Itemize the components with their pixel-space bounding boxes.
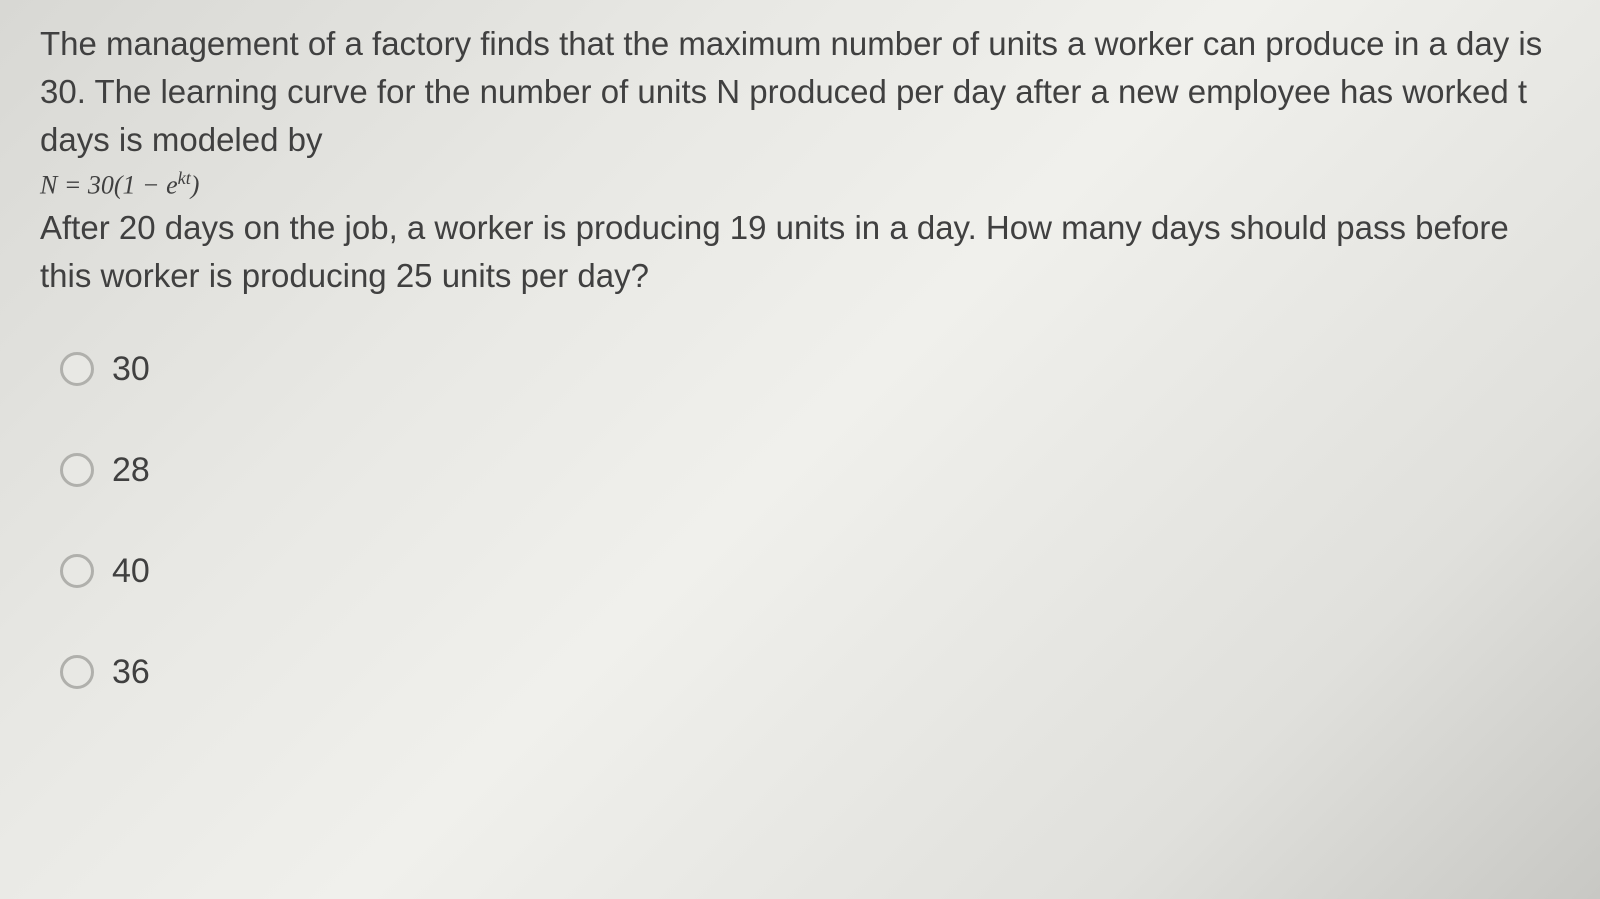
radio-icon[interactable] <box>60 655 94 689</box>
option-row[interactable]: 36 <box>60 653 1560 692</box>
radio-icon[interactable] <box>60 554 94 588</box>
question-paragraph-1: The management of a factory finds that t… <box>40 20 1560 164</box>
formula-exponent: kt <box>178 168 191 188</box>
question-formula: N = 30(1 − ekt) <box>40 168 1560 201</box>
option-label: 36 <box>112 653 150 692</box>
option-label: 30 <box>112 350 150 389</box>
option-row[interactable]: 30 <box>60 350 1560 389</box>
question-paragraph-2: After 20 days on the job, a worker is pr… <box>40 204 1560 300</box>
formula-body: = 30(1 − e <box>57 170 177 199</box>
option-row[interactable]: 40 <box>60 552 1560 591</box>
option-label: 40 <box>112 552 150 591</box>
answer-options: 30 28 40 36 <box>40 350 1560 692</box>
formula-lhs: N <box>40 170 57 199</box>
formula-close: ) <box>191 170 200 199</box>
option-row[interactable]: 28 <box>60 451 1560 490</box>
option-label: 28 <box>112 451 150 490</box>
radio-icon[interactable] <box>60 352 94 386</box>
radio-icon[interactable] <box>60 453 94 487</box>
